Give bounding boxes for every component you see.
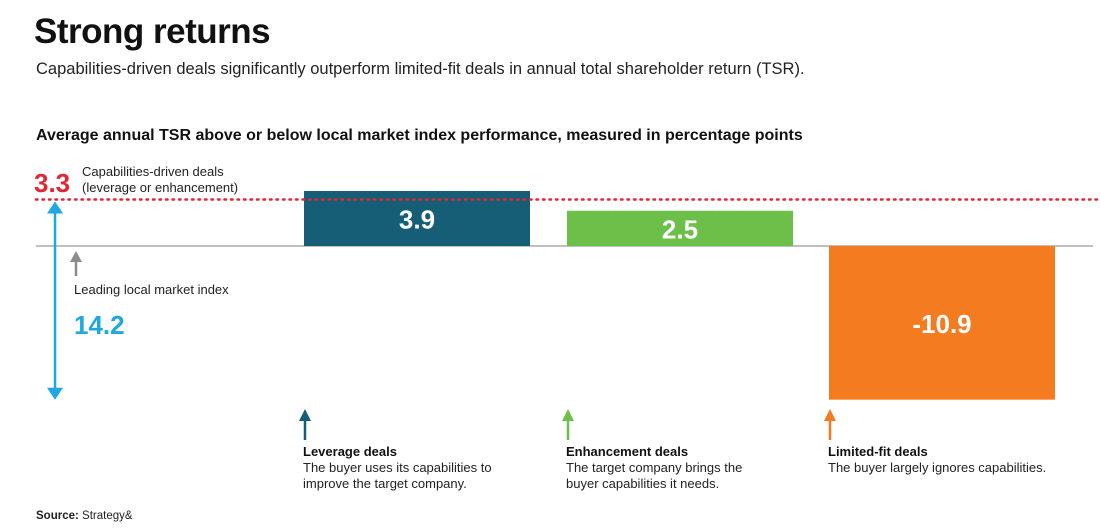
baseline-arrow-head xyxy=(70,251,82,262)
legend-leverage-line2: improve the target company. xyxy=(303,476,467,491)
legend-enhancement-line2: buyer capabilities it needs. xyxy=(566,476,720,491)
legend-leverage: Leverage deals The buyer uses its capabi… xyxy=(303,444,492,492)
legend-enhancement: Enhancement deals The target company bri… xyxy=(566,444,742,492)
legend-leverage-title: Leverage deals xyxy=(303,444,397,459)
bar-label-1: 3.9 xyxy=(399,205,435,235)
legend-arrow-head-1 xyxy=(299,409,311,421)
chart-title: Average annual TSR above or below local … xyxy=(36,127,803,144)
source-note: Source: Strategy& xyxy=(36,510,133,522)
bar-label-2: 2.5 xyxy=(662,214,698,244)
reference-label-line2: (leverage or enhancement) xyxy=(82,180,239,195)
legend-arrow-head-2 xyxy=(562,409,574,421)
reference-label: Capabilities-driven deals (leverage or e… xyxy=(82,164,238,196)
reference-label-line1: Capabilities-driven deals xyxy=(82,164,224,179)
legend-limited-fit-line1: The buyer largely ignores capabilities. xyxy=(828,460,1047,475)
spread-arrow-bottom-head xyxy=(47,387,63,400)
legend-enhancement-line1: The target company brings the xyxy=(566,460,743,475)
source-label: Source: xyxy=(36,510,79,522)
spread-arrow-top-head xyxy=(47,201,63,214)
page-title: Strong returns xyxy=(34,12,271,51)
bar-3 xyxy=(829,246,1055,400)
legend-limited-fit: Limited-fit deals The buyer largely igno… xyxy=(828,444,1046,476)
baseline-label: Leading local market index xyxy=(74,282,229,297)
source-text: Strategy& xyxy=(82,510,133,522)
legend-limited-fit-title: Limited-fit deals xyxy=(828,444,928,459)
page-subtitle: Capabilities-driven deals significantly … xyxy=(36,60,805,78)
legend-arrow-head-3 xyxy=(824,409,836,421)
bar-2 xyxy=(567,210,793,246)
reference-value: 3.3 xyxy=(34,168,71,198)
spread-value: 14.2 xyxy=(74,310,125,340)
legend-enhancement-title: Enhancement deals xyxy=(566,444,689,459)
legend-leverage-line1: The buyer uses its capabilities to xyxy=(303,460,492,475)
bar-label-3: -10.9 xyxy=(912,309,971,339)
